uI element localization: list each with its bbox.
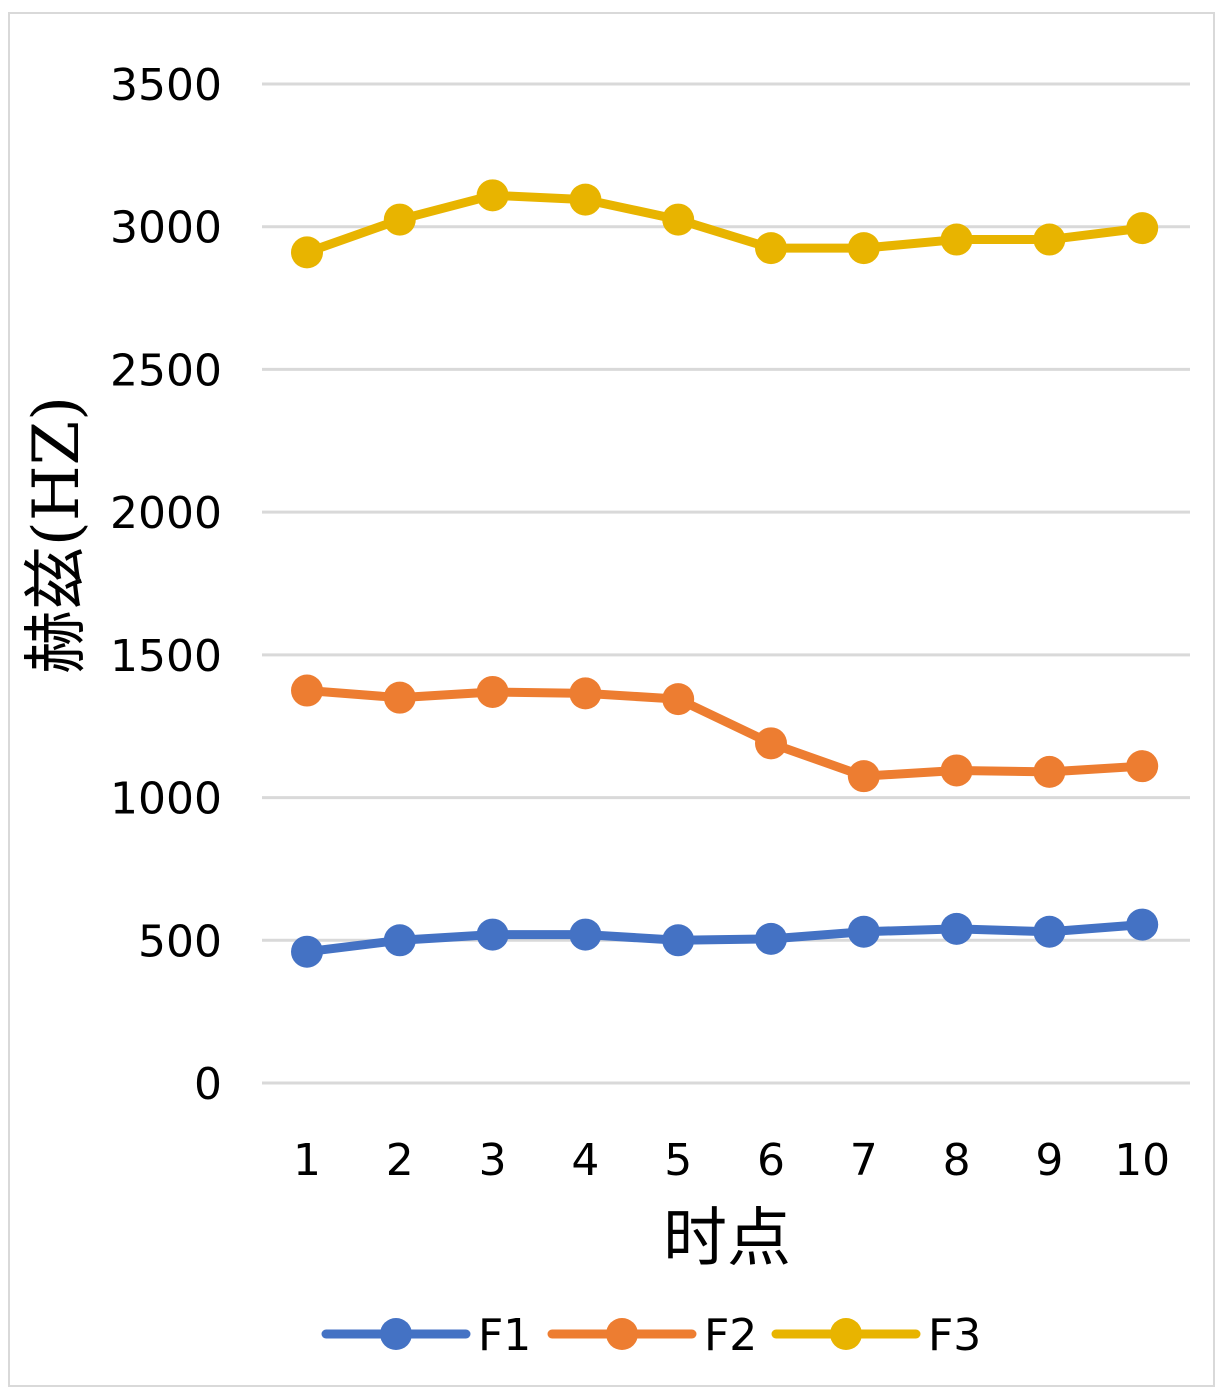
data-point: [1033, 755, 1066, 788]
data-point: [847, 760, 880, 793]
data-point: [383, 681, 416, 714]
data-point: [291, 935, 323, 968]
legend-item-f3: F3: [771, 1310, 981, 1361]
x-tick-label: 6: [757, 1135, 785, 1186]
legend-marker: [380, 1318, 412, 1350]
data-point: [662, 683, 695, 716]
y-tick-label: 3500: [110, 60, 222, 111]
series-f3: [291, 179, 1159, 269]
y-tick-label: 0: [194, 1059, 222, 1110]
data-point: [1126, 908, 1159, 941]
x-tick-label: 1: [293, 1135, 321, 1186]
data-point: [662, 924, 695, 957]
y-tick-label: 1500: [110, 631, 222, 682]
data-point: [569, 183, 602, 216]
x-tick-label: 10: [1114, 1135, 1170, 1186]
legend-label: F3: [928, 1310, 981, 1361]
series-f1: [291, 908, 1159, 968]
x-tick-label: 3: [479, 1135, 507, 1186]
data-point: [940, 912, 973, 945]
y-tick-label: 2000: [110, 488, 222, 539]
data-point: [383, 203, 416, 236]
x-tick-label: 7: [850, 1135, 878, 1186]
x-axis-title: 时点: [663, 1202, 791, 1276]
data-point: [755, 232, 787, 265]
series-layer: [291, 179, 1159, 968]
data-point: [847, 915, 880, 948]
data-point: [755, 727, 787, 760]
series-line: [302, 686, 1147, 781]
data-point: [847, 232, 880, 265]
data-point: [569, 918, 602, 951]
x-tick-label: 2: [386, 1135, 414, 1186]
data-point: [291, 236, 323, 269]
data-point: [291, 674, 323, 707]
legend-marker: [830, 1318, 862, 1350]
x-tick-label: 8: [943, 1135, 971, 1186]
data-point: [940, 223, 973, 256]
legend: F1 F2 F3: [321, 1310, 981, 1361]
x-tick-label: 5: [664, 1135, 692, 1186]
data-point: [476, 918, 509, 951]
y-tick-label: 2500: [110, 345, 222, 396]
x-tick-label: 9: [1035, 1135, 1063, 1186]
x-tick-label: 4: [571, 1135, 599, 1186]
y-tick-label: 500: [138, 916, 222, 967]
series-line: [302, 920, 1147, 957]
x-axis-tick-labels: 1 2 3 4 5 6 7 8 9 10: [293, 1135, 1170, 1186]
data-point: [940, 754, 973, 787]
legend-label: F2: [704, 1310, 757, 1361]
y-tick-label: 3000: [110, 203, 222, 254]
data-point: [1126, 212, 1159, 245]
data-point: [569, 677, 602, 710]
y-axis-tick-labels: 0 500 1000 1500 2000 2500 3000 3500: [110, 60, 222, 1110]
data-point: [1126, 750, 1159, 783]
data-point: [383, 924, 416, 957]
data-point: [1033, 915, 1066, 948]
legend-item-f1: F1: [321, 1310, 531, 1361]
legend-label: F1: [478, 1310, 531, 1361]
data-point: [476, 179, 509, 212]
data-point: [476, 675, 509, 708]
series-line: [302, 190, 1147, 257]
data-point: [755, 922, 787, 955]
y-tick-label: 1000: [110, 774, 222, 825]
legend-item-f2: F2: [547, 1310, 757, 1361]
y-axis-title: 赫兹(HZ): [20, 396, 94, 674]
data-point: [662, 203, 695, 236]
series-f2: [291, 674, 1159, 793]
data-point: [1033, 223, 1066, 256]
legend-marker: [606, 1318, 638, 1350]
